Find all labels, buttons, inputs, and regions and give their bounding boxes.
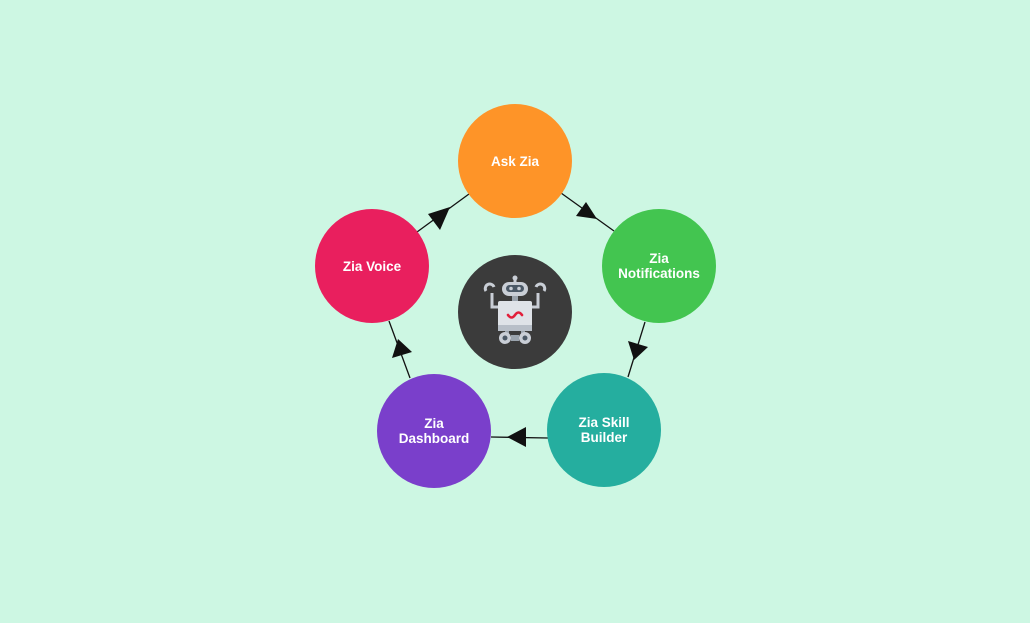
connector-skill-builder-to-dashboard [490,427,549,447]
connector-ask-to-notifications [560,192,615,232]
connector-notifications-to-skill-builder [627,321,648,378]
arrowhead [628,341,648,360]
arrowhead [507,427,526,447]
robot-hub [458,255,572,369]
arrowhead [576,202,597,219]
node-label: Zia Dashboard [398,416,470,446]
connector-voice-to-ask [416,193,470,233]
node-zia-notifications[interactable]: Zia Notifications [602,209,716,323]
arrowhead [428,207,450,230]
node-zia-skill-builder[interactable]: Zia Skill Builder [547,373,661,487]
node-label: Zia Voice [342,258,402,274]
arrowhead [392,339,412,358]
node-ask-zia[interactable]: Ask Zia [458,104,572,218]
node-label: Ask Zia [490,153,540,169]
node-label: Zia Skill Builder [578,415,630,445]
node-zia-voice[interactable]: Zia Voice [315,209,429,323]
robot-icon [483,275,547,344]
node-zia-dashboard[interactable]: Zia Dashboard [377,374,491,488]
node-label: Zia Notifications [618,251,700,281]
connector-dashboard-to-voice [388,320,412,379]
